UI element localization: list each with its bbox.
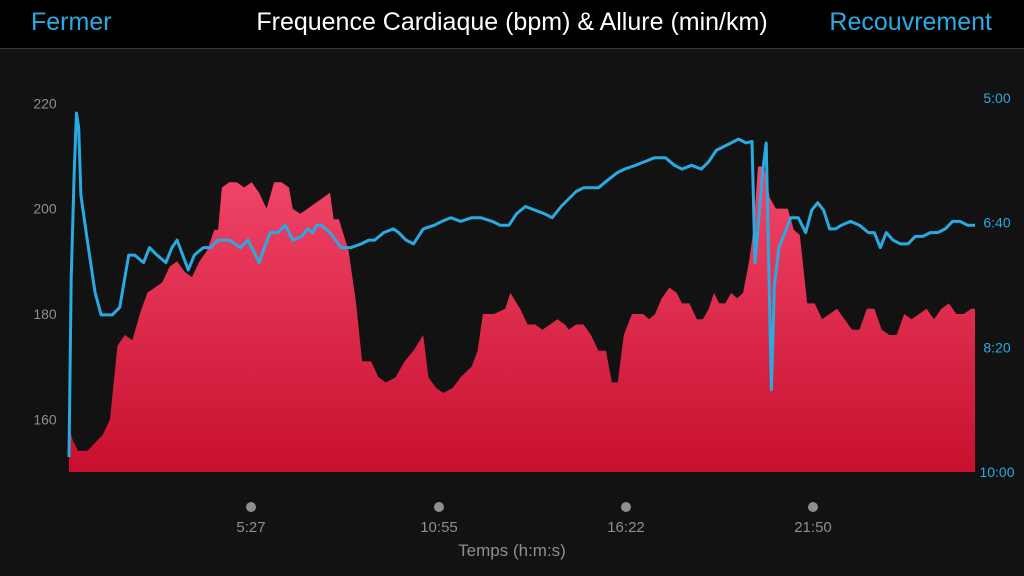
x-tick-marker	[434, 502, 444, 512]
x-tick-marker	[621, 502, 631, 512]
heart-rate-area	[69, 166, 975, 472]
y-left-tick-label: 200	[33, 201, 57, 217]
x-tick-label: 10:55	[420, 519, 458, 536]
y-left-tick-label: 220	[33, 95, 57, 111]
y-right-tick-label: 8:20	[983, 339, 1010, 355]
y-right-tick-label: 5:00	[983, 90, 1010, 106]
x-tick-marker	[246, 502, 256, 512]
y-right-tick-label: 10:00	[979, 464, 1014, 480]
y-left-tick-label: 180	[33, 306, 57, 322]
x-tick-marker	[808, 502, 818, 512]
x-tick-label: 21:50	[794, 519, 832, 536]
recovery-button[interactable]: Recouvrement	[829, 8, 992, 36]
y-right-tick-label: 6:40	[983, 215, 1010, 231]
y-left-tick-label: 160	[33, 411, 57, 427]
top-bar: Fermer Frequence Cardiaque (bpm) & Allur…	[0, 0, 1024, 49]
x-axis-title: Temps (h:m:s)	[458, 541, 566, 560]
pace-line	[67, 111, 975, 458]
x-tick-label: 16:22	[607, 519, 645, 536]
x-tick-label: 5:27	[236, 519, 265, 536]
close-button[interactable]: Fermer	[31, 8, 112, 36]
